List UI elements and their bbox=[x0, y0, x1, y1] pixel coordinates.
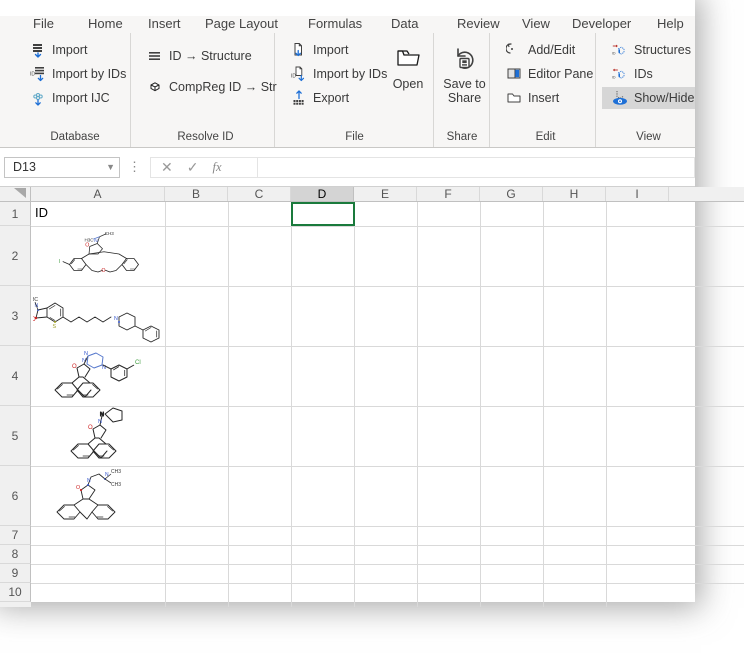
svg-text:S: S bbox=[53, 324, 57, 330]
svg-text:ID: ID bbox=[30, 72, 35, 78]
svg-text:H3C: H3C bbox=[33, 297, 38, 303]
svg-text:ID: ID bbox=[612, 75, 616, 79]
svg-text:O: O bbox=[88, 425, 93, 431]
svg-text:ID: ID bbox=[612, 51, 616, 55]
svg-text:O: O bbox=[85, 243, 89, 249]
svg-text:CH3: CH3 bbox=[105, 231, 114, 236]
svg-text:ID: ID bbox=[291, 74, 296, 80]
svg-text:N: N bbox=[98, 419, 102, 425]
svg-text:N: N bbox=[84, 351, 88, 357]
svg-text:N: N bbox=[87, 478, 91, 484]
svg-text:N: N bbox=[114, 316, 118, 322]
svg-text:O: O bbox=[76, 485, 80, 491]
svg-text:Cl: Cl bbox=[59, 259, 60, 265]
svg-text:O: O bbox=[33, 317, 36, 323]
svg-text:H3C: H3C bbox=[85, 237, 95, 242]
svg-text:O: O bbox=[101, 268, 105, 274]
svg-text:CH3: CH3 bbox=[111, 469, 121, 475]
svg-text:N: N bbox=[100, 412, 104, 418]
svg-text:Cl: Cl bbox=[135, 360, 141, 366]
svg-text:O: O bbox=[72, 364, 77, 370]
svg-text:CH3: CH3 bbox=[111, 482, 121, 488]
